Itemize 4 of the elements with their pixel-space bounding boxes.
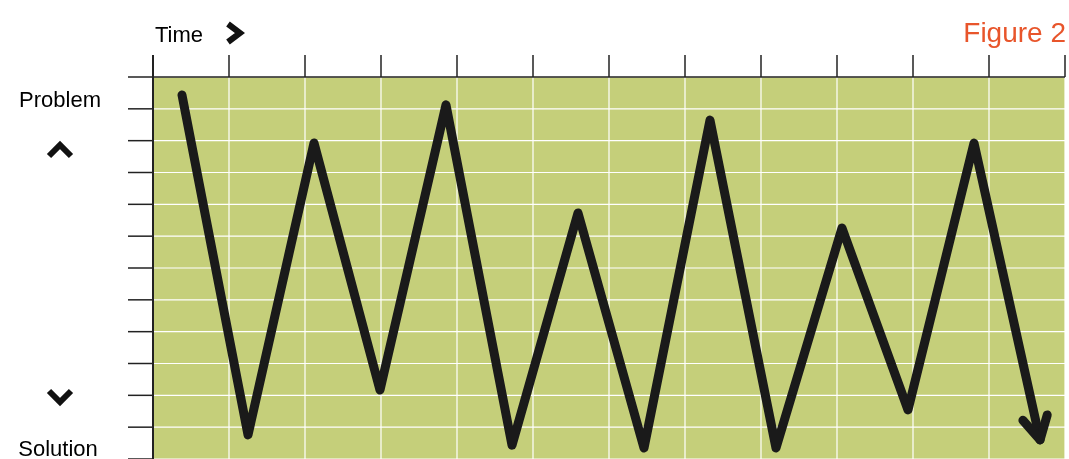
text: Problem: [19, 87, 101, 112]
chart-title: Figure 2: [963, 17, 1066, 48]
text: Solution: [18, 436, 98, 459]
x-axis-title: Time: [155, 22, 204, 47]
